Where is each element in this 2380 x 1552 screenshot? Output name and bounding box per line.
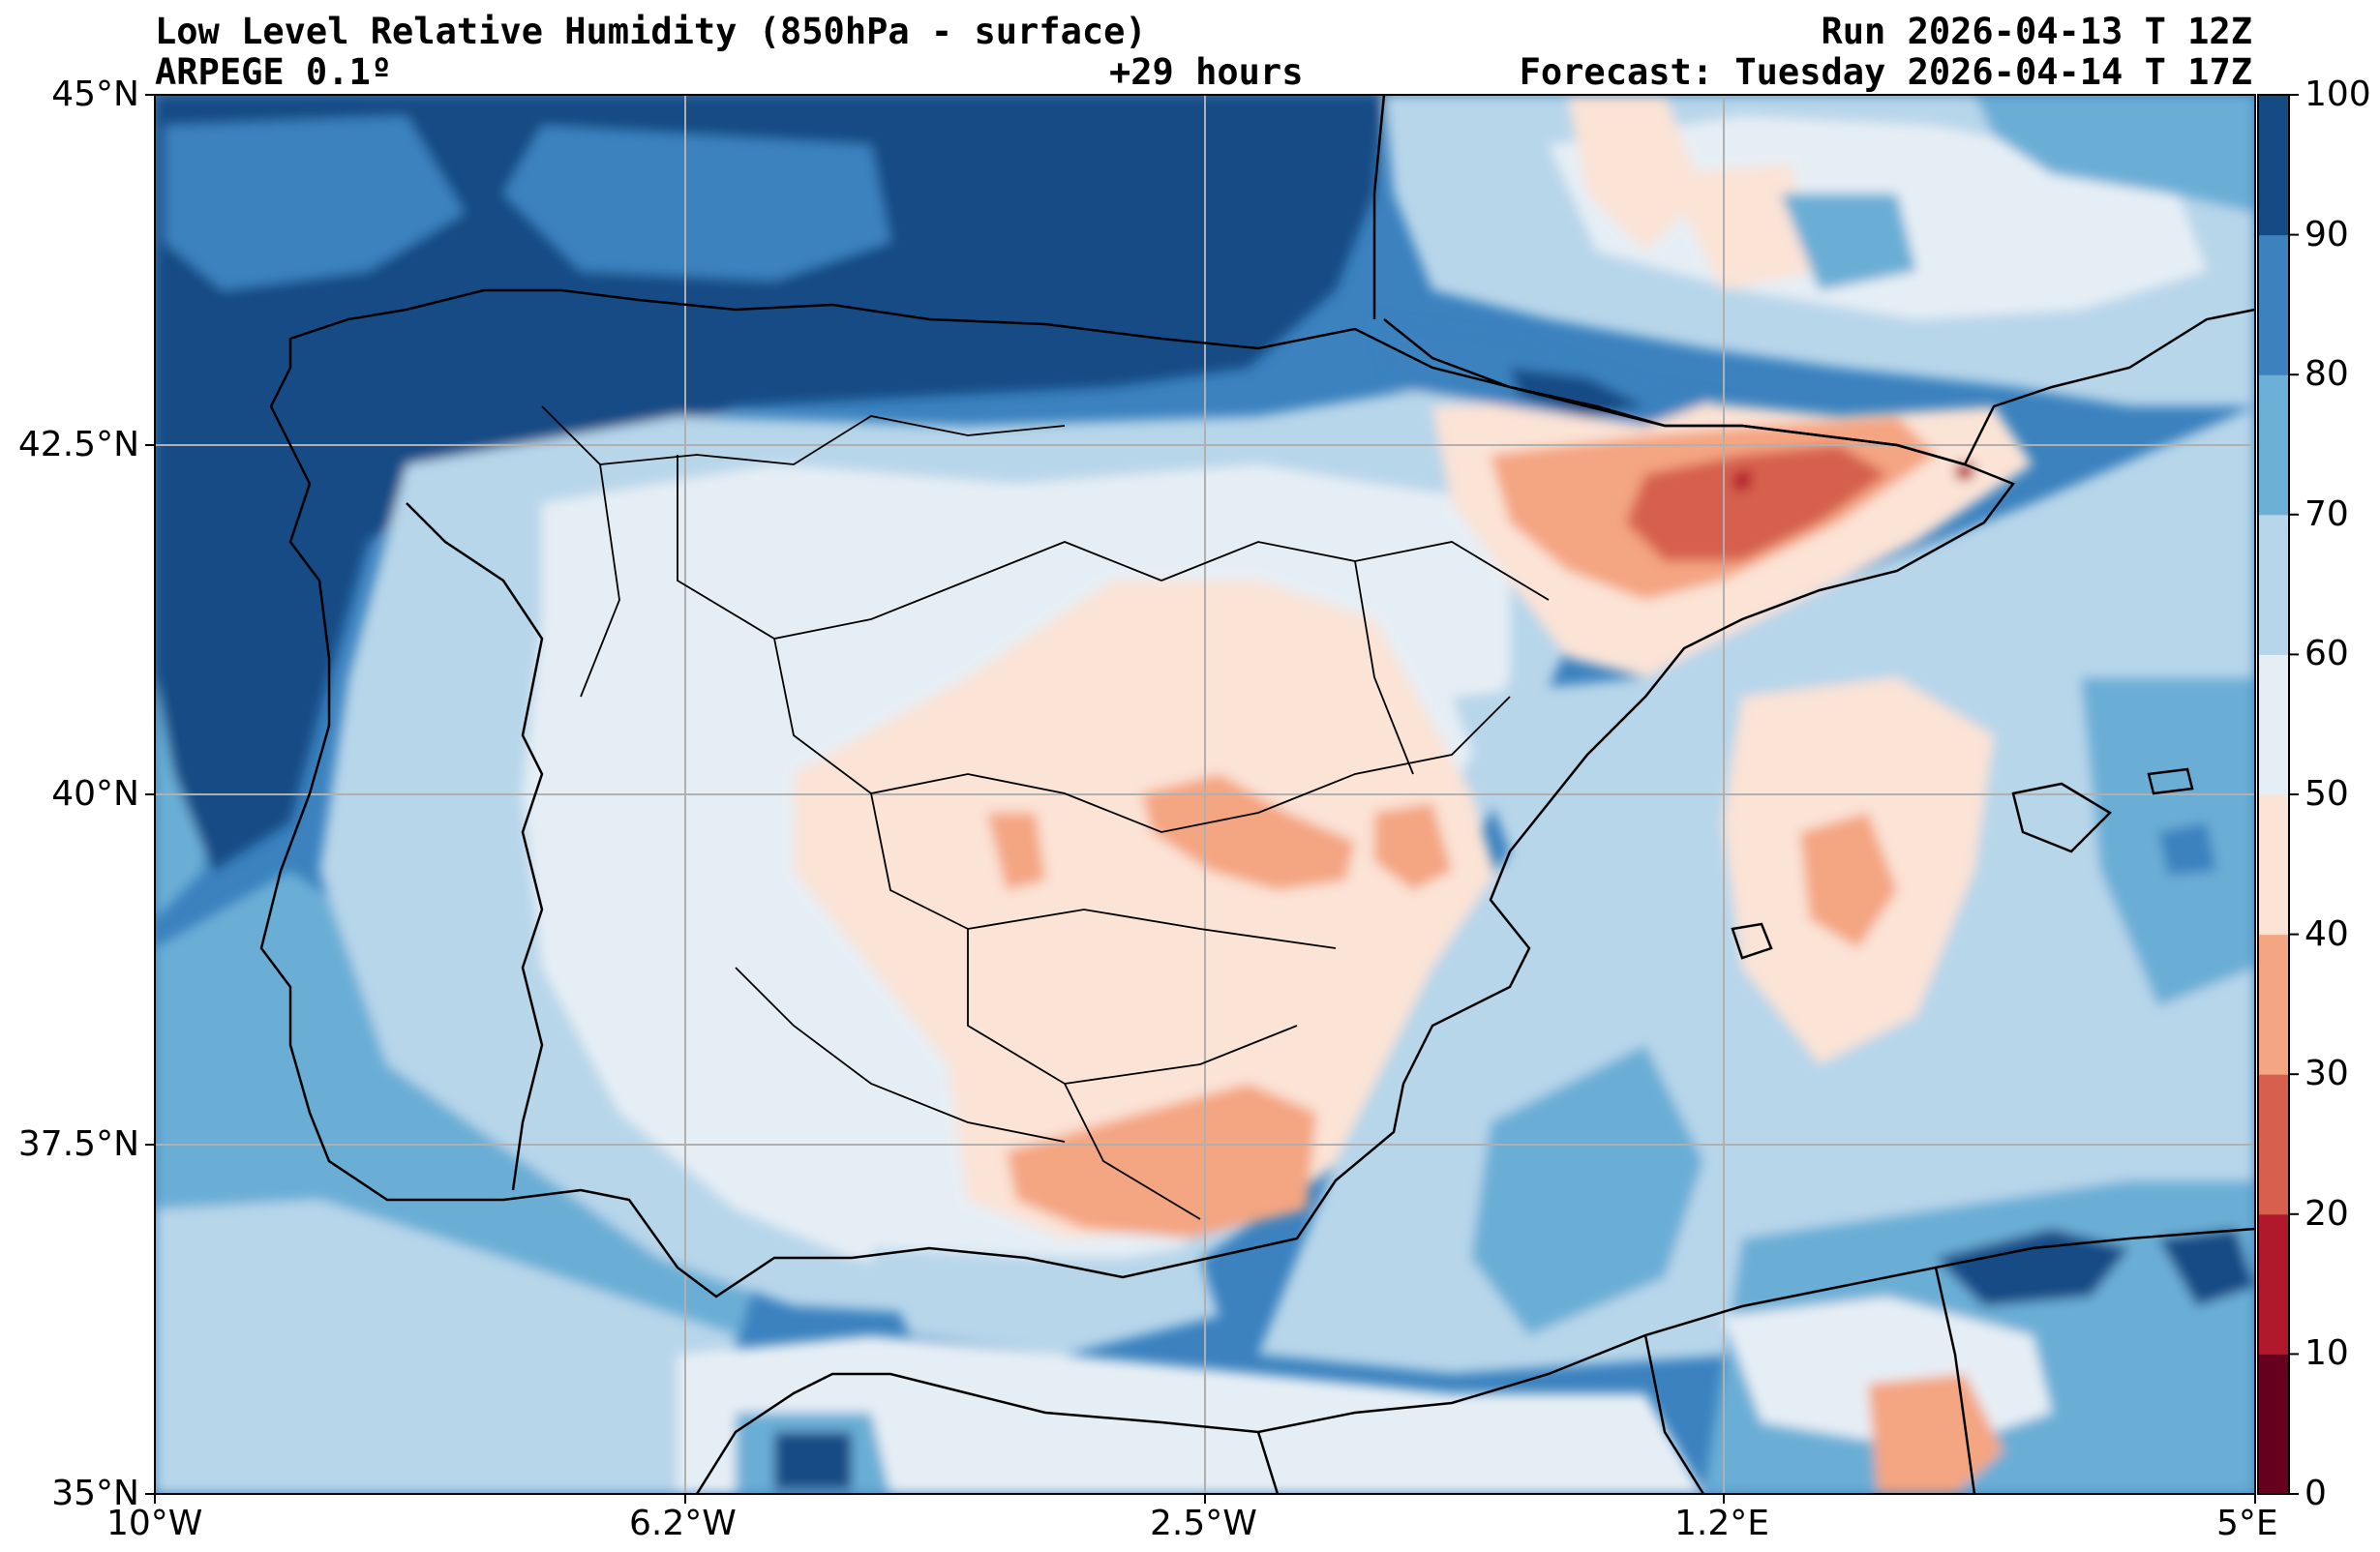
east-med-moist-patch [2158,822,2216,876]
ibiza-outline [1731,922,1773,960]
borders [259,95,2255,1494]
run-label: Run 2026-04-13 T 12Z [1821,11,2252,52]
france-coast [1372,95,2255,465]
alps-moist [1974,95,2255,213]
lat-label-35: 35°N [51,1474,139,1513]
africa-borders [1256,1267,1976,1494]
lon-label-6-2w: 6.2°W [629,1504,737,1543]
dry-patch-levante [1374,803,1452,890]
colorbar-tick-label: 30 [2305,1054,2349,1094]
france-spain-border [1383,318,1966,466]
rif-very-moist [774,1432,852,1490]
forecast-label: Forecast: Tuesday 2026-04-14 T 17Z [1519,51,2252,93]
menorca-outline [2147,767,2194,795]
morocco-neutral [678,1335,1703,1494]
colorbar-tick-label: 90 [2305,214,2349,254]
colorbar-tick-label: 40 [2305,913,2349,954]
dry-patch-southeast [1007,1084,1316,1239]
lon-label-10w: 10°W [106,1504,203,1543]
model-label: ARPEGE 0.1º [155,51,393,93]
catalonia-very-dry [1626,445,1887,561]
colorbar-segment [2258,654,2289,795]
colorbar-segment [2258,374,2289,516]
biscay-moist-patch [503,126,890,281]
atlantic-moist-patch [165,116,465,290]
colorbar-segment [2258,1354,2289,1495]
portugal-spain-border [406,502,544,1191]
colorbar-tick-label: 100 [2305,75,2371,114]
colorbar [2257,94,2299,1495]
lat-label-40: 40°N [51,774,139,814]
colorbar-tick-label: 80 [2305,354,2349,395]
colorbar-tick-label: 60 [2305,634,2349,674]
france-moist-patch [1781,194,1916,290]
lat-label-37-5: 37.5°N [17,1124,139,1164]
colorbar-tick-label: 50 [2305,774,2349,814]
map-title: Low Level Relative Humidity (850hPa - su… [155,11,1147,52]
colorbar-segment [2258,1213,2289,1355]
france-dryish-2 [1665,164,1820,290]
graticule [155,95,2255,1494]
mallorca-outline [2011,782,2113,853]
lat-label-45: 45°N [51,75,139,114]
lon-label-1-2e: 1.2°E [1674,1504,1769,1543]
pyrenees-very-moist [1510,368,1645,416]
lead-time-label: +29 hours [1109,51,1304,93]
colorbar-tick-label: 10 [2305,1333,2349,1374]
spain-regions [541,405,1550,1220]
dry-patch-mancha [987,813,1045,890]
iberia-coastline [259,288,2015,1298]
atlantic-light-band [155,1200,736,1494]
balearic-sea-dry [1800,813,1897,948]
colorbar-segment [2258,514,2289,655]
colorbar-segment [2258,95,2289,236]
mediterranean-moist [1471,1045,1703,1335]
colorbar-tick-label: 0 [2305,1474,2327,1513]
colorbar-segment [2258,234,2289,375]
colorbar-segment [2258,794,2289,936]
colorbar-segment [2258,934,2289,1075]
lat-label-42-5: 42.5°N [17,425,139,464]
axis-ticks [145,94,2256,1504]
interior-dryish [794,581,1510,1239]
colorbar-segment [2258,1074,2289,1215]
colorbar-tick-label: 70 [2305,493,2349,534]
algeria-very-moist [1936,1229,2129,1306]
france-dryish-1 [1568,95,1703,252]
biscay-very-moist [155,95,1384,871]
dry-patch-central [1142,774,1355,890]
colorbar-tick-label: 20 [2305,1193,2349,1234]
lon-label-5e: 5°E [2216,1504,2278,1543]
dry-core-1 [1732,469,1752,492]
algeria-east-very-moist [2158,1229,2255,1306]
lon-label-2-5w: 2.5°W [1150,1504,1257,1543]
